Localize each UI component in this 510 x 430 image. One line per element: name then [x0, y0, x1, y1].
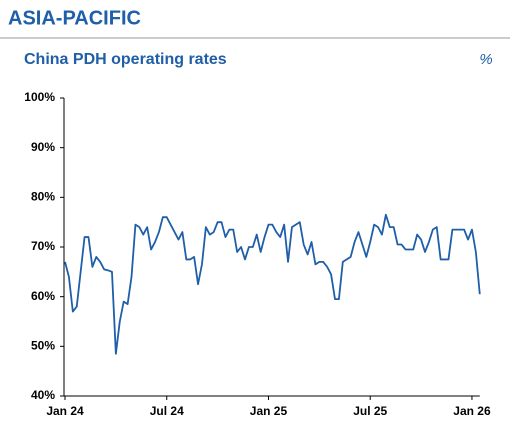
chart-title: China PDH operating rates [24, 51, 227, 68]
x-tick-label: Jan 24 [46, 404, 84, 418]
unit-label: % [479, 51, 492, 68]
page-title: ASIA-PACIFIC [8, 7, 141, 29]
y-tick-label: 40% [31, 388, 55, 402]
y-tick-label: 70% [31, 239, 55, 253]
y-tick-label: 80% [31, 190, 55, 204]
data-line [64, 213, 481, 355]
x-tick-label: Jan 26 [453, 404, 491, 418]
x-tick-label: Jul 25 [353, 404, 387, 418]
x-tick-label: Jul 24 [150, 404, 184, 418]
y-tick-label: 90% [31, 140, 55, 154]
y-tick-label: 50% [31, 339, 55, 353]
y-tick-label: 100% [24, 90, 55, 104]
y-tick-label: 60% [31, 289, 55, 303]
x-tick-label: Jan 25 [250, 404, 288, 418]
